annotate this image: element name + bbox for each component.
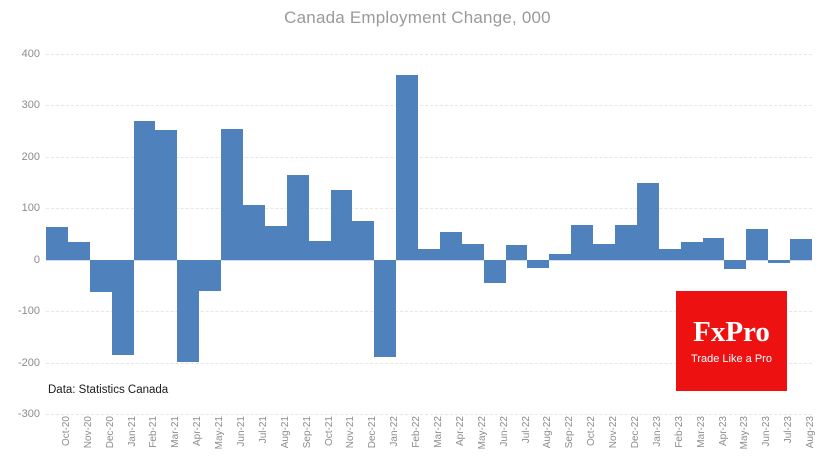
gridline [46, 54, 812, 55]
bar[interactable] [549, 254, 572, 260]
bar[interactable] [636, 182, 659, 260]
bar[interactable] [571, 225, 594, 260]
plot-area [46, 54, 812, 415]
x-axis-tick-label: Oct-20 [60, 416, 72, 447]
y-axis-tick-label: 0 [33, 253, 40, 266]
x-axis-tick-label: Oct-21 [323, 416, 335, 447]
bar[interactable] [199, 259, 222, 291]
bar[interactable] [46, 226, 68, 260]
x-axis-tick-label: Jan-21 [126, 416, 138, 447]
x-axis-tick-label: Mar-22 [433, 416, 444, 448]
x-axis-tick-label: Jul-21 [257, 416, 269, 444]
y-axis-tick-label: -200 [17, 356, 40, 369]
bar[interactable] [439, 232, 462, 260]
bar[interactable] [593, 244, 616, 260]
bar[interactable] [746, 229, 769, 260]
gridline [46, 362, 812, 364]
bar[interactable] [702, 238, 725, 260]
y-axis-tick-label: -300 [17, 408, 40, 420]
x-axis: Oct-20 Nov-20 Dec-20 Jan-21 Feb-21 Mar-21 Apr-… [46, 416, 816, 470]
zero-line [46, 259, 812, 261]
x-axis-tick-label: Nov-21 [345, 416, 357, 449]
bar[interactable] [308, 240, 331, 260]
bar[interactable] [615, 224, 637, 260]
x-axis-tick-label: Dec-21 [367, 416, 379, 449]
bar[interactable] [483, 259, 506, 283]
x-axis-tick-label: Feb-23 [673, 416, 685, 448]
bar[interactable] [67, 241, 90, 260]
bar[interactable] [790, 239, 812, 260]
x-axis-tick-label: Jan-22 [389, 416, 401, 447]
x-axis-tick-label: Aug-21 [279, 416, 291, 449]
gridline [46, 311, 812, 313]
bar[interactable] [374, 259, 397, 357]
bar[interactable] [505, 245, 528, 260]
x-axis-tick-label: Jun-22 [498, 416, 510, 447]
bar[interactable] [177, 259, 200, 362]
y-axis-tick-label: 400 [21, 48, 40, 60]
chart-title: Canada Employment Change, 000 [284, 8, 551, 27]
bar[interactable] [133, 120, 156, 260]
y-axis: 400 300 200 100 0 -100 -200 -300 [0, 48, 40, 420]
bar[interactable] [680, 241, 703, 260]
bar[interactable] [724, 259, 747, 270]
x-axis-tick-label: May-22 [476, 416, 488, 450]
x-axis-tick-label: Apr-23 [717, 416, 729, 447]
x-axis-tick-label: Sep-22 [564, 416, 576, 449]
x-axis-tick-label: May-21 [214, 416, 226, 450]
fxpro-logo: FxPro Trade Like a Pro [676, 291, 787, 391]
bar[interactable] [89, 259, 112, 293]
x-axis-tick-label: Mar-23 [695, 416, 707, 448]
bar[interactable] [396, 74, 419, 260]
y-axis-tick-label: 300 [21, 99, 40, 112]
logo-wordmark: FxPro [693, 315, 770, 348]
gridline [46, 156, 812, 158]
x-axis-tick-label: Sep-21 [301, 416, 313, 449]
bar[interactable] [461, 244, 484, 260]
x-axis-tick-label: May-23 [739, 416, 751, 450]
source-note: Data: Statistics Canada [48, 384, 169, 396]
x-axis-tick-label: Nov-22 [608, 416, 620, 449]
bar[interactable] [286, 174, 309, 260]
bar[interactable] [155, 130, 178, 260]
bar[interactable] [418, 249, 440, 260]
x-axis-tick-label: Feb-21 [148, 416, 160, 448]
x-axis-tick-label: Jan-23 [651, 416, 663, 447]
bar[interactable] [111, 259, 134, 356]
x-axis-tick-label: Jul-23 [783, 416, 795, 444]
y-axis-tick-label: 100 [21, 202, 40, 215]
x-axis-tick-label: Apr-21 [192, 416, 204, 447]
bar[interactable] [658, 248, 681, 260]
x-axis-tick-label: Aug-22 [542, 416, 554, 449]
bar[interactable] [242, 204, 265, 260]
x-axis-tick-label: Dec-20 [104, 416, 116, 449]
bar[interactable] [527, 259, 550, 269]
y-axis-tick-label: 200 [21, 150, 40, 163]
x-axis-tick-label: Oct-22 [586, 416, 598, 447]
x-axis-tick-label: Mar-21 [170, 416, 182, 448]
x-axis-tick-label: Nov-20 [82, 416, 94, 449]
x-axis-tick-label: Aug-23 [805, 416, 817, 449]
x-axis-tick-label: Jun-21 [236, 416, 248, 447]
y-axis-tick-label: -100 [17, 305, 40, 318]
x-axis-tick-label: Dec-22 [629, 416, 641, 449]
bar[interactable] [264, 225, 287, 260]
gridline [46, 208, 812, 210]
x-axis-tick-label: Jun-23 [761, 416, 773, 447]
x-axis-tick-label: Jul-22 [520, 416, 532, 444]
bar[interactable] [768, 259, 791, 263]
bar[interactable] [330, 189, 353, 260]
bar[interactable] [221, 129, 243, 260]
x-axis-tick-label: Apr-22 [454, 416, 466, 447]
gridline [46, 414, 812, 415]
bar[interactable] [352, 220, 375, 260]
x-axis-tick-label: Feb-22 [411, 416, 423, 448]
logo-tagline: Trade Like a Pro [691, 352, 772, 365]
gridline [46, 105, 812, 107]
